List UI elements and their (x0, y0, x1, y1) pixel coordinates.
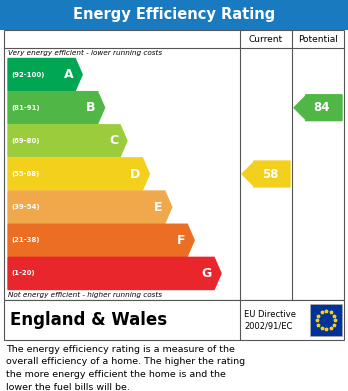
Polygon shape (8, 158, 149, 190)
Text: D: D (130, 167, 140, 181)
Text: The energy efficiency rating is a measure of the
overall efficiency of a home. T: The energy efficiency rating is a measur… (6, 345, 245, 391)
Text: 84: 84 (314, 101, 330, 114)
Text: England & Wales: England & Wales (10, 311, 167, 329)
Text: (21-38): (21-38) (11, 237, 40, 243)
Polygon shape (8, 257, 221, 289)
Bar (4, 30, 344, 300)
Polygon shape (8, 224, 194, 256)
Polygon shape (8, 91, 105, 124)
Text: (55-68): (55-68) (11, 171, 39, 177)
Polygon shape (294, 95, 342, 121)
Text: Current: Current (249, 34, 283, 43)
Polygon shape (242, 161, 290, 187)
Text: Not energy efficient - higher running costs: Not energy efficient - higher running co… (8, 292, 162, 298)
Text: (39-54): (39-54) (11, 204, 40, 210)
Bar (0, 0, 348, 30)
Text: EU Directive
2002/91/EC: EU Directive 2002/91/EC (244, 310, 296, 330)
Text: E: E (154, 201, 163, 213)
Text: Energy Efficiency Rating: Energy Efficiency Rating (73, 7, 275, 23)
Text: Potential: Potential (298, 34, 338, 43)
Polygon shape (8, 59, 82, 91)
Text: (81-91): (81-91) (11, 105, 40, 111)
Text: (1-20): (1-20) (11, 271, 34, 276)
Text: G: G (202, 267, 212, 280)
Text: F: F (177, 234, 185, 247)
Text: B: B (86, 101, 96, 114)
Text: A: A (64, 68, 73, 81)
Bar (4, 300, 344, 340)
Text: 58: 58 (262, 167, 278, 181)
Polygon shape (8, 191, 172, 223)
Text: (92-100): (92-100) (11, 72, 45, 77)
Text: (69-80): (69-80) (11, 138, 40, 144)
Bar (310, 304, 342, 336)
Polygon shape (8, 125, 127, 157)
Text: C: C (109, 135, 118, 147)
Text: Very energy efficient - lower running costs: Very energy efficient - lower running co… (8, 50, 162, 56)
